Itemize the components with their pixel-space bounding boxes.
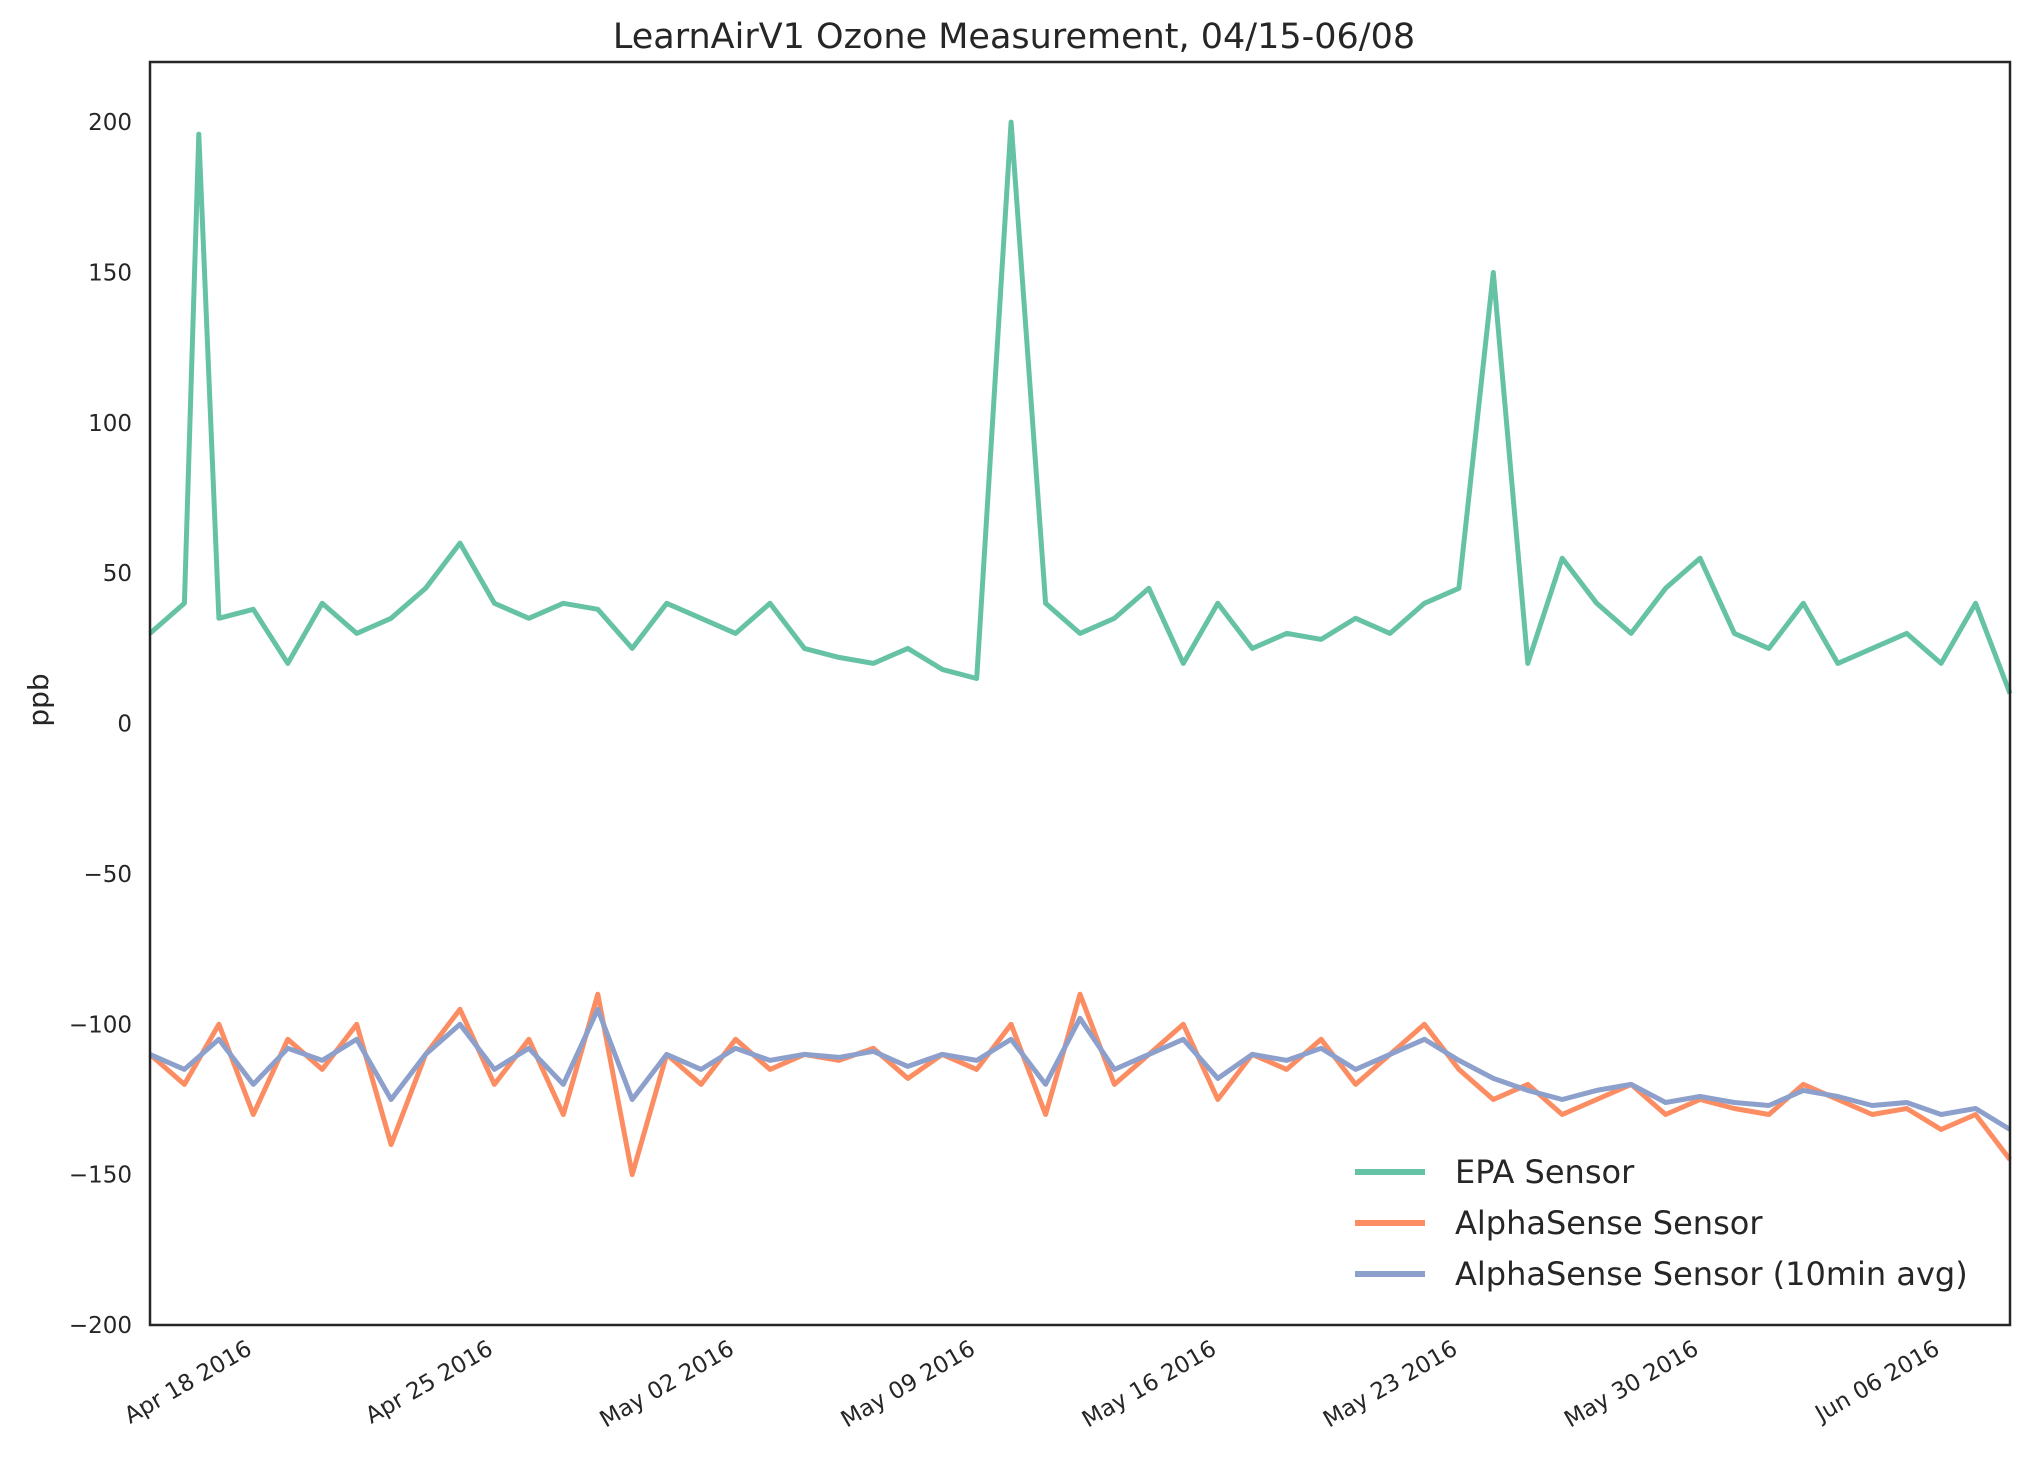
x-tick-label: Apr 18 2016 xyxy=(120,1336,256,1430)
x-tick-label: Apr 25 2016 xyxy=(361,1336,497,1430)
legend-label-0: EPA Sensor xyxy=(1455,1153,1635,1191)
chart-title: LearnAirV1 Ozone Measurement, 04/15-06/0… xyxy=(613,17,1415,57)
plot-frame xyxy=(148,60,2012,1327)
y-tick-label: −200 xyxy=(69,1313,132,1339)
legend-label-2: AlphaSense Sensor (10min avg) xyxy=(1455,1255,1968,1293)
x-tick-label: May 30 2016 xyxy=(1560,1336,1703,1434)
series-line-1 xyxy=(148,991,2012,1178)
y-tick-label: −150 xyxy=(69,1163,132,1189)
y-tick-label: 150 xyxy=(88,261,132,287)
y-axis-label: ppb xyxy=(22,673,55,726)
x-ticks: Apr 18 2016 Apr 25 2016 May 02 2016 May 09 … xyxy=(120,1336,1944,1434)
y-tick-label: 0 xyxy=(117,712,132,738)
y-ticks: −200 −150 −100 −50 0 50 100 150 200 xyxy=(69,110,132,1339)
series-line-0 xyxy=(148,119,2013,695)
legend: EPA Sensor AlphaSense Sensor AlphaSense Se… xyxy=(1355,1153,1968,1293)
x-tick-label: May 23 2016 xyxy=(1319,1336,1462,1434)
y-tick-label: 100 xyxy=(88,411,132,437)
y-tick-label: −100 xyxy=(69,1012,132,1038)
y-tick-label: 200 xyxy=(88,110,132,136)
x-tick-label: Jun 06 2016 xyxy=(1810,1336,1945,1429)
x-tick-label: May 16 2016 xyxy=(1078,1336,1221,1434)
y-tick-label: −50 xyxy=(83,862,132,888)
y-tick-label: 50 xyxy=(103,561,132,587)
x-tick-label: May 02 2016 xyxy=(596,1336,739,1434)
series-line-2 xyxy=(149,1006,2012,1132)
x-tick-label: May 09 2016 xyxy=(837,1336,980,1434)
legend-label-1: AlphaSense Sensor xyxy=(1455,1204,1763,1242)
series-layer xyxy=(148,119,2013,1178)
